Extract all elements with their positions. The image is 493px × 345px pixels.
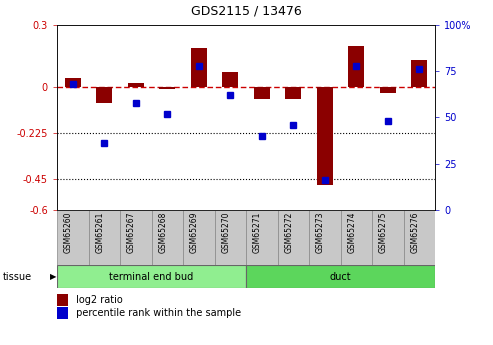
- Text: percentile rank within the sample: percentile rank within the sample: [73, 308, 241, 318]
- Text: GSM65275: GSM65275: [379, 211, 388, 253]
- Text: log2 ratio: log2 ratio: [73, 295, 123, 305]
- Bar: [380, 87, 395, 93]
- Bar: [403, 210, 435, 265]
- Bar: [278, 210, 309, 265]
- Bar: [159, 87, 175, 89]
- Text: GSM65270: GSM65270: [221, 211, 230, 253]
- Bar: [65, 78, 81, 87]
- Text: ▶: ▶: [50, 272, 56, 281]
- Text: GSM65276: GSM65276: [410, 211, 419, 253]
- Bar: [191, 48, 207, 87]
- Text: tissue: tissue: [2, 272, 32, 282]
- Text: GSM65267: GSM65267: [127, 211, 136, 253]
- Text: GSM65260: GSM65260: [64, 211, 73, 253]
- Text: GSM65269: GSM65269: [190, 211, 199, 253]
- Bar: [341, 210, 372, 265]
- Bar: [222, 72, 238, 87]
- Bar: [317, 87, 333, 185]
- Bar: [214, 210, 246, 265]
- Bar: [246, 210, 278, 265]
- Bar: [57, 210, 89, 265]
- Bar: [372, 210, 403, 265]
- Text: terminal end bud: terminal end bud: [109, 272, 194, 282]
- Bar: [120, 210, 151, 265]
- Bar: [411, 60, 427, 87]
- Bar: [254, 87, 270, 99]
- Text: GSM65261: GSM65261: [95, 211, 104, 253]
- Bar: [128, 82, 143, 87]
- Text: GSM65271: GSM65271: [253, 211, 262, 253]
- Bar: [183, 210, 214, 265]
- Bar: [151, 210, 183, 265]
- Bar: [349, 46, 364, 87]
- Bar: [285, 87, 301, 99]
- Bar: [246, 265, 435, 288]
- Text: GSM65272: GSM65272: [284, 211, 293, 253]
- Text: duct: duct: [330, 272, 352, 282]
- Text: GSM65273: GSM65273: [316, 211, 325, 253]
- Bar: [309, 210, 341, 265]
- Text: GDS2115 / 13476: GDS2115 / 13476: [191, 5, 301, 18]
- Bar: [57, 265, 246, 288]
- Text: GSM65268: GSM65268: [158, 211, 167, 253]
- Text: GSM65274: GSM65274: [347, 211, 356, 253]
- Bar: [89, 210, 120, 265]
- Bar: [96, 87, 112, 103]
